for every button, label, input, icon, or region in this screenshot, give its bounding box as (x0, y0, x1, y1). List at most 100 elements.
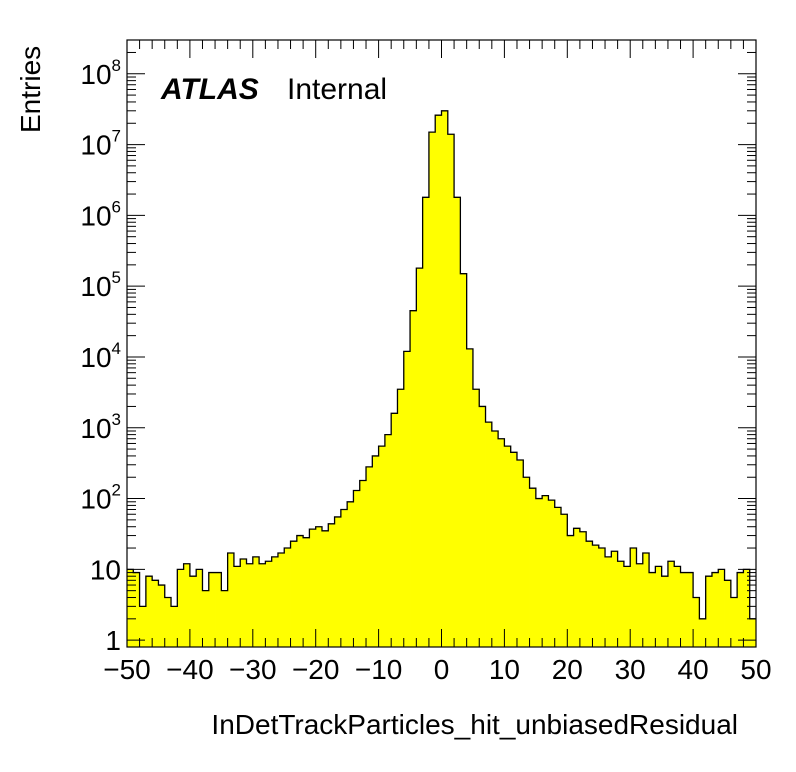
histogram-bin (208, 572, 216, 647)
histogram-bin (259, 563, 266, 647)
histogram-bin (177, 569, 185, 647)
histogram-bin (661, 576, 669, 647)
x-tick-label: 30 (615, 654, 646, 685)
y-tick-label: 106 (80, 197, 121, 231)
histogram-bin (152, 580, 159, 647)
histogram-bin (699, 618, 707, 647)
histogram-bin (252, 556, 260, 647)
histogram-bin (183, 563, 191, 647)
histogram-bin (667, 561, 675, 647)
x-tick-label: −30 (229, 654, 277, 685)
histogram-bin (586, 541, 593, 647)
histogram-bin (579, 531, 587, 647)
histogram-bin (680, 572, 688, 647)
histogram-bin (366, 466, 373, 647)
histogram-bin (410, 310, 417, 647)
histogram-bin (428, 132, 436, 648)
histogram-bin (196, 569, 203, 647)
histogram-bin (472, 389, 480, 647)
histogram-bin (642, 553, 650, 647)
histogram-bin (611, 551, 619, 647)
histogram-bin (498, 438, 505, 647)
histogram-bin (403, 351, 411, 647)
x-tick-label: 40 (678, 654, 709, 685)
histogram-bin (303, 537, 310, 647)
histogram-bin (321, 530, 329, 647)
histogram-bin (353, 490, 361, 647)
y-tick-label: 1 (105, 625, 121, 656)
y-tick-label: 10 (90, 554, 121, 585)
histogram-bin (164, 597, 172, 647)
histogram-bin (240, 559, 247, 647)
histogram-bin (189, 576, 197, 647)
x-tick-label: 20 (552, 654, 583, 685)
x-tick-labels: −50 −40 −30 −20 −10 0 10 20 30 40 50 (103, 654, 771, 685)
histogram-bin (605, 556, 612, 647)
histogram-bin (649, 572, 656, 647)
histogram-bin (674, 566, 681, 647)
histogram-bin (215, 572, 222, 647)
histogram-bin (284, 548, 291, 647)
histogram-bin (441, 110, 449, 648)
histogram-bin (516, 460, 524, 647)
histogram-bin (730, 597, 738, 647)
histogram-bin (435, 115, 442, 647)
y-tick-label: 107 (80, 127, 121, 161)
histogram-bin (315, 526, 323, 647)
histogram-bin (246, 563, 254, 647)
y-tick-label: 105 (80, 268, 121, 302)
histogram-bin (359, 480, 367, 647)
histogram-bin (623, 566, 631, 647)
histogram-fill-layer (127, 110, 757, 648)
histogram-bin (598, 548, 606, 647)
histogram-bin (221, 590, 229, 647)
histogram-bin (705, 576, 713, 647)
histogram-bin (133, 572, 140, 647)
internal-label: Internal (287, 73, 387, 106)
histogram-bin (529, 488, 537, 647)
histogram-bin (265, 561, 273, 647)
x-tick-label: 10 (489, 654, 520, 685)
histogram-bin (139, 606, 147, 647)
y-tick-label: 104 (80, 339, 121, 373)
x-tick-label: 0 (434, 654, 450, 685)
histogram-bin (724, 580, 732, 647)
histogram-bin (479, 406, 486, 647)
histogram-bin (227, 553, 235, 647)
y-tick-label: 103 (80, 410, 121, 444)
histogram-bin (636, 563, 644, 647)
histogram-bin (561, 514, 568, 647)
histogram-bin (743, 569, 751, 647)
y-tick-label: 108 (80, 56, 121, 90)
histogram-bin (158, 585, 166, 647)
histogram-bin (290, 541, 298, 647)
x-tick-label: 50 (740, 654, 771, 685)
histogram-bin (460, 273, 468, 647)
histogram-bin (347, 501, 354, 647)
histogram-bin (592, 545, 600, 647)
y-axis-title: Entries (15, 46, 46, 133)
histogram-bin (384, 434, 392, 647)
y-tick-label: 102 (80, 481, 121, 515)
x-tick-label: −50 (103, 654, 151, 685)
histogram-bin (573, 528, 581, 647)
histogram-bin (334, 516, 342, 647)
histogram-outline (127, 110, 756, 620)
histogram-bin (171, 606, 178, 647)
histogram-bin (416, 268, 424, 647)
histogram-bin (202, 590, 210, 647)
histogram-bin (737, 572, 744, 647)
histogram-bin (686, 572, 694, 647)
histogram-bin (296, 535, 304, 647)
histogram-bin (328, 523, 335, 647)
histogram-bin (466, 348, 474, 647)
histogram-bin (309, 529, 317, 647)
plot-frame (126, 39, 757, 648)
x-tick-label: −20 (292, 654, 340, 685)
histogram-bin (378, 446, 386, 647)
atlas-label: ATLAS (160, 73, 259, 106)
histogram-bin (504, 446, 512, 647)
histogram-bin (127, 569, 134, 647)
histogram-bin (271, 556, 279, 647)
